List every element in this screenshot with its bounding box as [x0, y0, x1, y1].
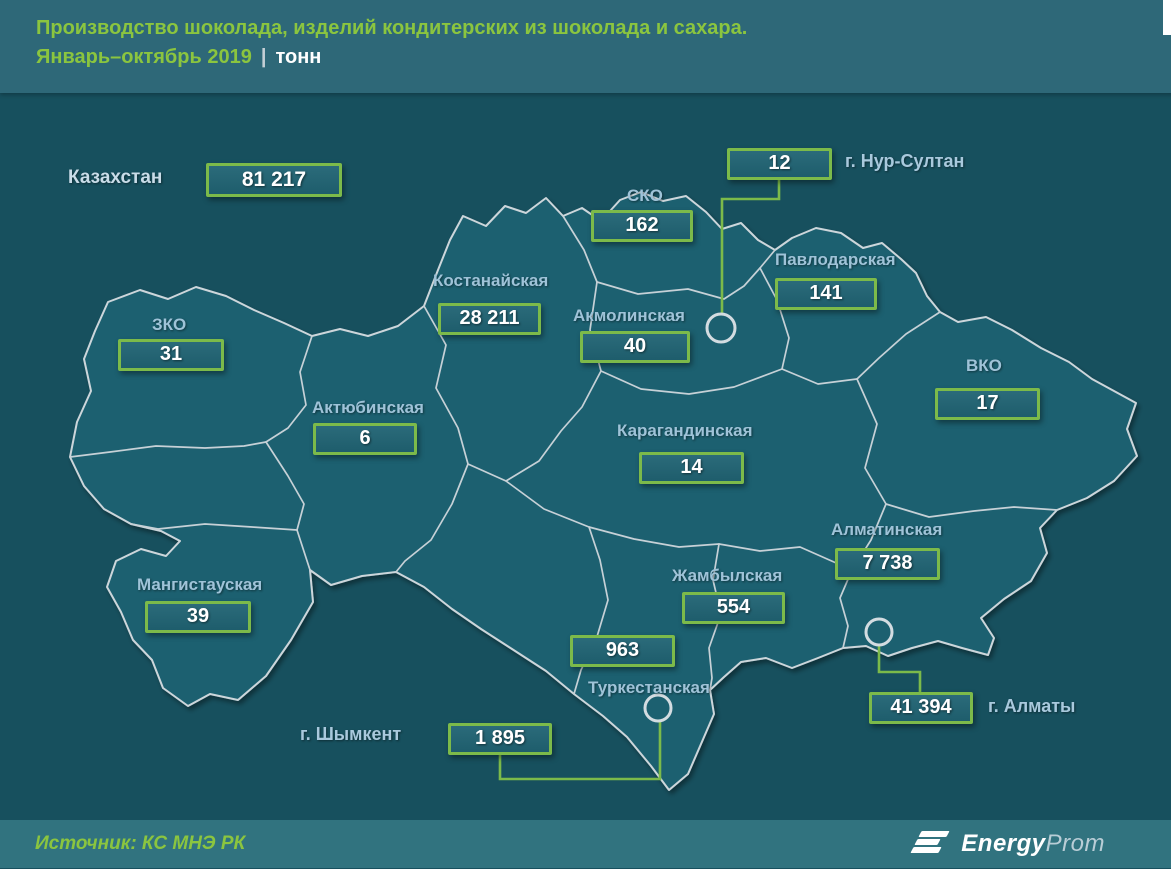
region-label-zhambyl: Жамбылская — [672, 566, 783, 585]
city-marker-shymkent — [643, 693, 673, 723]
brand-name-light: Prom — [1045, 830, 1105, 857]
subtitle-unit: тонн — [275, 46, 322, 68]
region-label-turkestan: Туркестанская — [588, 678, 710, 697]
region-value-aktobe: 6 — [313, 423, 417, 455]
page-subtitle: Январь–октябрь 2019 | тонн — [36, 42, 1175, 72]
page-title: Производство шоколада, изделий кондитерс… — [36, 17, 748, 39]
region-value-sko: 162 — [591, 210, 693, 242]
region-label-kostanay: Костанайская — [433, 271, 549, 290]
source-text: Источник: КС МНЭ РК — [35, 833, 246, 854]
region-value-zhambyl: 554 — [682, 592, 785, 624]
region-label-aktobe: Актюбинская — [312, 398, 424, 417]
country-outline — [69, 191, 1138, 791]
region-label-sko: СКО — [627, 186, 663, 205]
city-markers — [643, 312, 894, 723]
city-value-nur-sultan: 12 — [727, 148, 832, 180]
region-label-karaganda: Карагандинская — [617, 421, 753, 440]
city-value-almaty: 41 394 — [869, 692, 973, 724]
region-borders — [69, 215, 1058, 695]
header: Производство шоколада, изделий кондитерс… — [0, 0, 1175, 93]
region-label-zko: ЗКО — [152, 315, 187, 334]
region-value-zko: 31 — [118, 339, 224, 371]
total-value-box: 81 217 — [206, 163, 342, 197]
region-label-pavlodar: Павлодарская — [775, 250, 896, 269]
top-right-notch — [1163, 0, 1171, 35]
energyprom-logo-icon — [910, 831, 951, 857]
region-label-vko: ВКО — [966, 356, 1002, 375]
region-value-almaty-region: 7 738 — [835, 548, 940, 580]
city-marker-almaty — [864, 617, 894, 647]
connector-lines — [498, 179, 922, 781]
city-value-shymkent: 1 895 — [448, 723, 552, 755]
city-label-nur-sultan: г. Нур-Султан — [845, 151, 965, 171]
subtitle-period: Январь–октябрь 2019 — [36, 46, 252, 68]
region-value-mangystau: 39 — [145, 601, 251, 633]
region-value-karaganda: 14 — [639, 452, 744, 484]
region-value-pavlodar: 141 — [775, 278, 877, 310]
right-edge-strip — [1171, 0, 1175, 872]
region-value-vko: 17 — [935, 388, 1040, 420]
region-label-almaty-region: Алматинская — [831, 520, 943, 539]
city-label-almaty: г. Алматы — [988, 696, 1076, 716]
region-value-turkestan: 963 — [570, 635, 675, 667]
connector-almaty — [877, 645, 922, 692]
region-value-akmola: 40 — [580, 331, 690, 363]
connector-shymkent — [498, 721, 662, 781]
region-label-akmola: Акмолинская — [573, 306, 685, 325]
region-label-mangystau: Мангистауская — [137, 575, 263, 594]
brand-name-bold: Energy — [961, 830, 1046, 857]
region-value-kostanay: 28 211 — [438, 303, 541, 335]
energyprom-logo: EnergyProm — [910, 830, 1105, 858]
footer: Источник: КС МНЭ РК EnergyProm — [0, 820, 1175, 868]
connector-nur-sultan — [720, 179, 781, 314]
subtitle-separator: | — [260, 46, 267, 68]
city-marker-nur-sultan — [705, 312, 737, 344]
bottom-edge-strip — [0, 869, 1175, 872]
total-label: Казахстан — [68, 167, 163, 188]
city-label-shymkent: г. Шымкент — [300, 724, 402, 744]
